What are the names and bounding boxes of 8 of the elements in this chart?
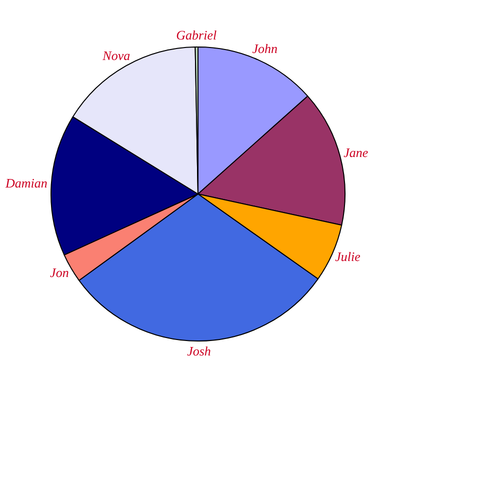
slice-label: John bbox=[252, 41, 278, 56]
slice-label: Damian bbox=[4, 176, 48, 190]
slice-label: Josh bbox=[187, 343, 211, 358]
slice-label: Julie bbox=[335, 249, 361, 264]
slice-label: Nova bbox=[102, 48, 131, 64]
slice-label: Jane bbox=[344, 145, 368, 160]
slice-label: Jon bbox=[50, 264, 69, 280]
slice-label: Gabriel bbox=[176, 27, 217, 42]
